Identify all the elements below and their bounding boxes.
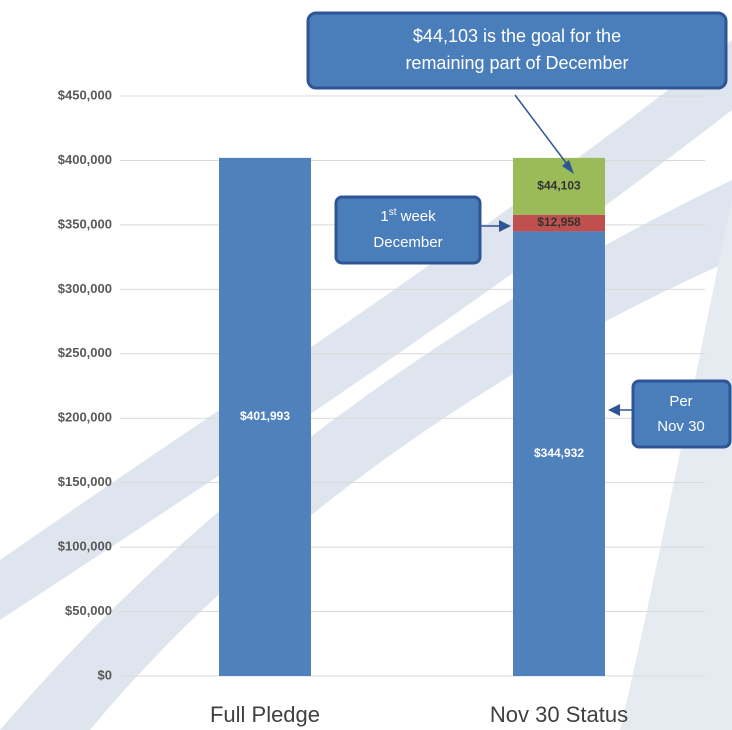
callout-text: $44,103 is the goal for the [413,26,621,46]
y-tick-label: $350,000 [58,216,112,231]
callout-text: remaining part of December [405,53,628,73]
callout-text: 1 [380,208,388,225]
bar-segment [513,157,605,215]
y-tick-label: $250,000 [58,345,112,360]
bar-segment [513,231,605,677]
callout: $44,103 is the goal for the remaining pa… [306,11,728,174]
value-label: $344,932 [534,446,584,460]
y-tick-label: $200,000 [58,410,112,425]
bar-segment [513,214,605,232]
bar-segment [219,157,311,677]
y-tick-label: $400,000 [58,152,112,167]
callout-text: Per [669,393,692,410]
callout: Per Nov 30 [608,379,732,449]
callout-text: Nov 30 [657,418,705,435]
y-tick-label: $450,000 [58,87,112,102]
x-tick-label: Full Pledge [210,702,320,727]
y-tick-label: $300,000 [58,281,112,296]
plot-area: $0 $50,000 $100,000 $150,000 $200,000 $250,00… [58,87,705,727]
callout-text: week [396,208,436,225]
value-label: $12,958 [537,215,581,229]
value-label: $401,993 [240,409,290,423]
callout-text: st [389,207,397,218]
value-label: $44,103 [537,178,581,192]
callout: 1st week December [334,195,511,265]
y-tick-label: $100,000 [58,539,112,554]
x-tick-label: Nov 30 Status [490,702,628,727]
callout-text: December [373,234,442,251]
y-tick-label: $150,000 [58,474,112,489]
y-tick-label: $0 [98,667,112,682]
background [0,40,732,730]
y-tick-label: $50,000 [65,603,112,618]
callout-text: 1st week [380,207,436,225]
